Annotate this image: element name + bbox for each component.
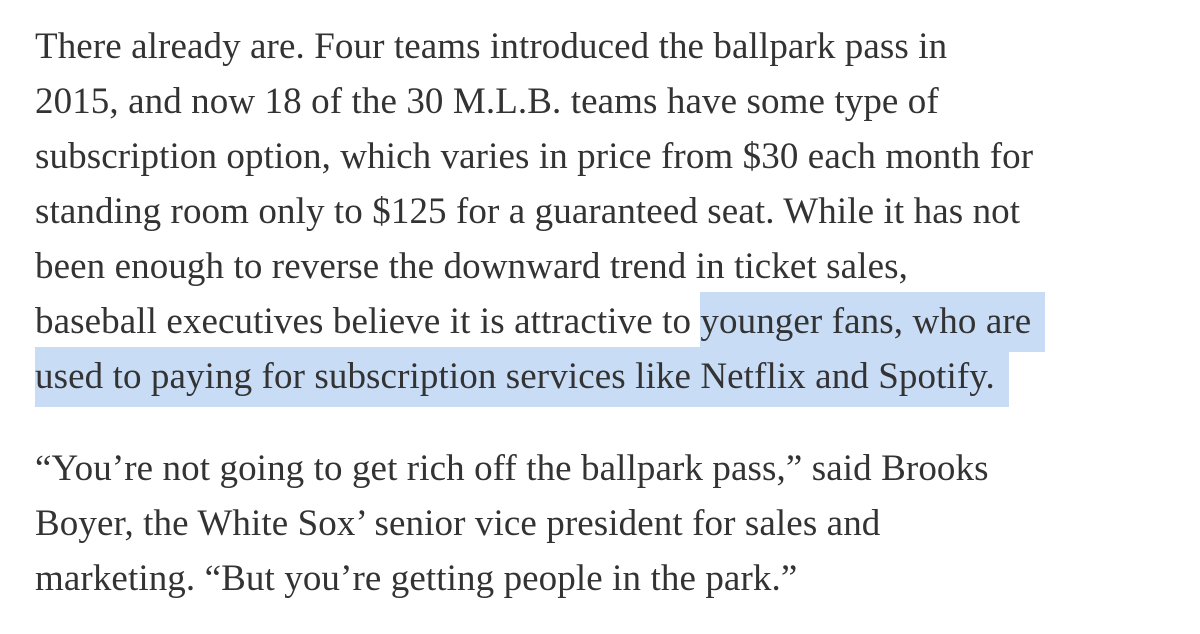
text-line: standing room only to $125 for a guarant… [35, 184, 1175, 239]
text-segment: 2015, and now 18 of the 30 M.L.B. teams … [35, 81, 939, 122]
text-segment: Boyer, the White Sox’ senior vice presid… [35, 503, 881, 544]
text-line: been enough to reverse the downward tren… [35, 239, 1175, 294]
highlighted-text: used to paying for subscription services… [35, 347, 1009, 407]
text-line: used to paying for subscription services… [35, 347, 1175, 407]
text-line: Boyer, the White Sox’ senior vice presid… [35, 496, 1175, 551]
article-body[interactable]: There already are. Four teams introduced… [35, 19, 1175, 606]
text-segment: “You’re not going to get rich off the ba… [35, 448, 989, 489]
highlighted-text: younger fans, who are [700, 292, 1046, 352]
text-segment: been enough to reverse the downward tren… [35, 246, 908, 287]
text-segment: subscription option, which varies in pri… [35, 136, 1034, 177]
paragraph-2: “You’re not going to get rich off the ba… [35, 441, 1175, 606]
text-line: subscription option, which varies in pri… [35, 129, 1175, 184]
text-line: baseball executives believe it is attrac… [35, 292, 1175, 352]
text-segment: baseball executives believe it is attrac… [35, 301, 701, 342]
text-segment: marketing. “But you’re getting people in… [35, 558, 798, 599]
text-line: 2015, and now 18 of the 30 M.L.B. teams … [35, 74, 1175, 129]
text-line: “You’re not going to get rich off the ba… [35, 441, 1175, 496]
text-segment: There already are. Four teams introduced… [35, 26, 948, 67]
text-segment: standing room only to $125 for a guarant… [35, 191, 1021, 232]
text-line: There already are. Four teams introduced… [35, 19, 1175, 74]
paragraph-1: There already are. Four teams introduced… [35, 19, 1175, 407]
text-line: marketing. “But you’re getting people in… [35, 551, 1175, 606]
